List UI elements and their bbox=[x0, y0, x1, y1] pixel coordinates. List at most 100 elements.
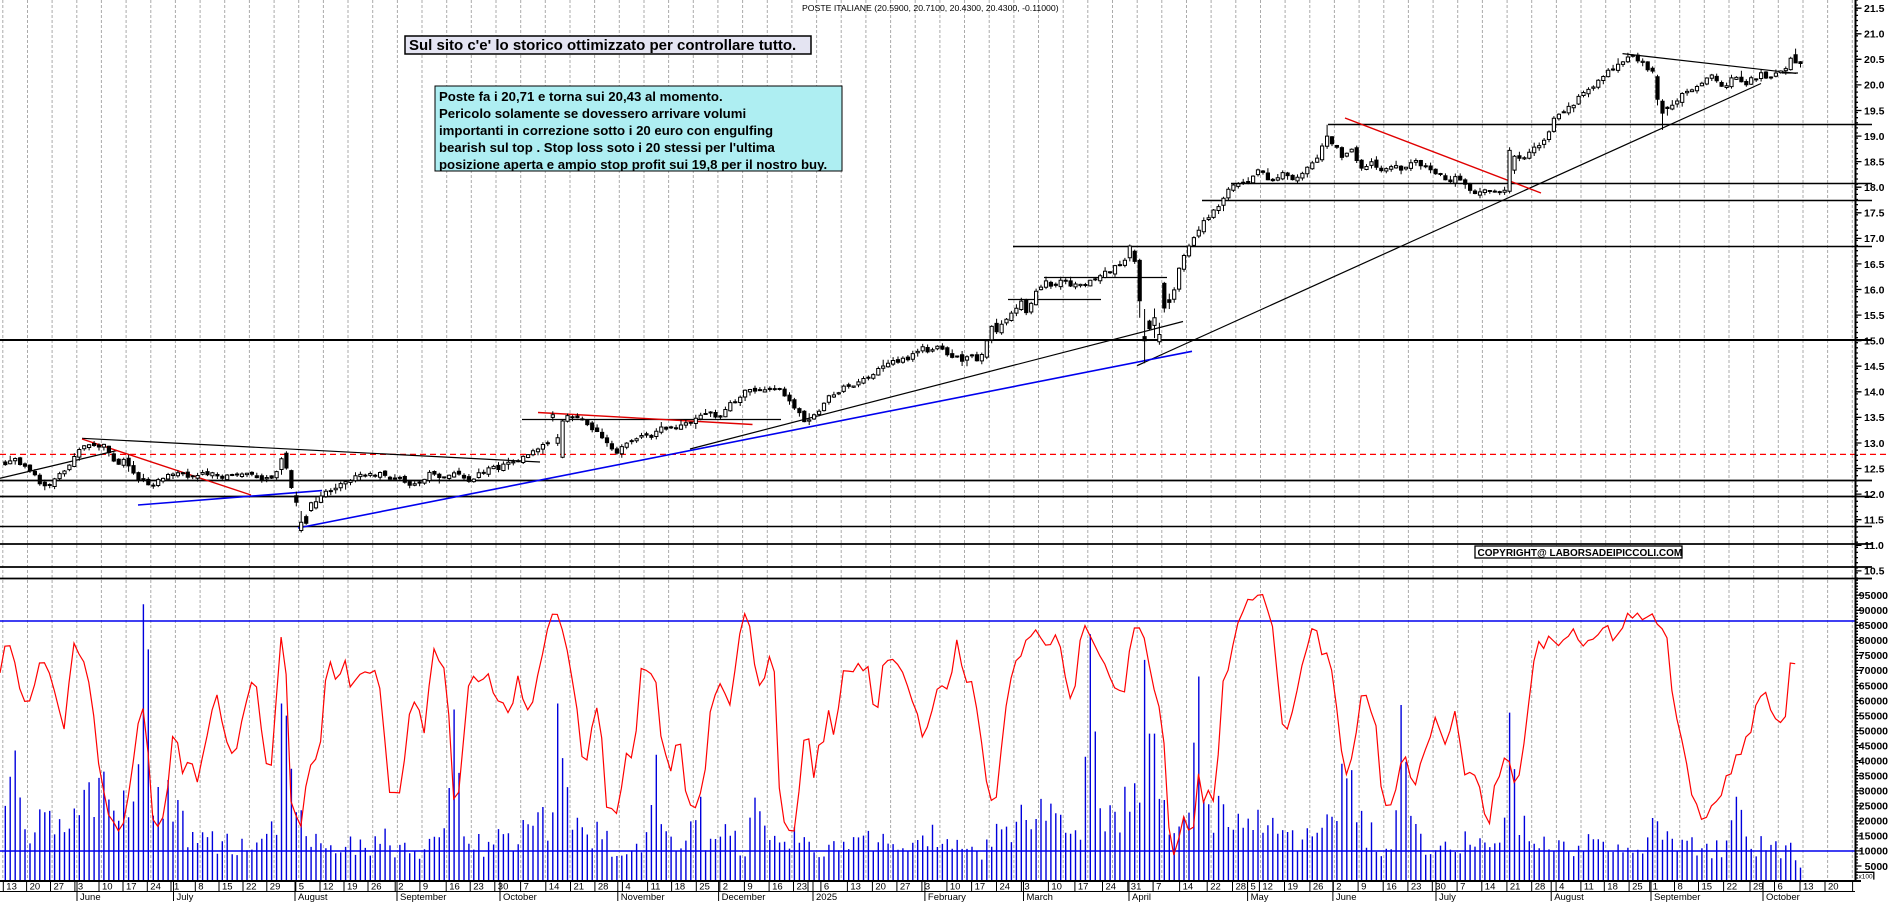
svg-text:15: 15 bbox=[222, 882, 233, 893]
svg-text:21.5: 21.5 bbox=[1864, 3, 1885, 15]
svg-text:July: July bbox=[177, 892, 194, 902]
svg-text:17: 17 bbox=[1078, 882, 1089, 893]
svg-text:9: 9 bbox=[423, 882, 428, 893]
svg-text:24: 24 bbox=[1000, 882, 1011, 893]
svg-text:19: 19 bbox=[347, 882, 358, 893]
svg-text:5: 5 bbox=[299, 882, 304, 893]
svg-text:21.0: 21.0 bbox=[1864, 29, 1885, 41]
svg-text:posizione aperta e ampio stop: posizione aperta e ampio stop profit sui… bbox=[439, 157, 827, 172]
svg-text:April: April bbox=[1132, 892, 1151, 902]
svg-text:9: 9 bbox=[1361, 882, 1366, 893]
svg-text:4: 4 bbox=[1559, 882, 1564, 893]
svg-text:11.5: 11.5 bbox=[1864, 515, 1884, 527]
svg-text:45000: 45000 bbox=[1859, 740, 1888, 752]
svg-text:December: December bbox=[722, 892, 766, 902]
svg-text:24: 24 bbox=[150, 882, 161, 893]
svg-text:13: 13 bbox=[6, 882, 17, 893]
svg-text:29: 29 bbox=[1753, 882, 1764, 893]
svg-text:30: 30 bbox=[1435, 882, 1446, 893]
svg-text:8: 8 bbox=[198, 882, 203, 893]
svg-text:13.0: 13.0 bbox=[1864, 438, 1885, 450]
svg-text:31: 31 bbox=[1131, 882, 1142, 893]
svg-text:POSTE ITALIANE (20.5900, 20.71: POSTE ITALIANE (20.5900, 20.7100, 20.430… bbox=[802, 3, 1059, 13]
svg-text:29: 29 bbox=[270, 882, 281, 893]
svg-text:19: 19 bbox=[1288, 882, 1299, 893]
svg-text:2025: 2025 bbox=[816, 892, 837, 902]
svg-text:30: 30 bbox=[498, 882, 509, 893]
svg-text:17: 17 bbox=[975, 882, 986, 893]
svg-text:14: 14 bbox=[1183, 882, 1194, 893]
svg-text:13: 13 bbox=[1803, 882, 1814, 893]
svg-text:12: 12 bbox=[1262, 882, 1273, 893]
svg-text:25000: 25000 bbox=[1859, 801, 1888, 813]
svg-text:18: 18 bbox=[675, 882, 686, 893]
svg-text:26: 26 bbox=[371, 882, 382, 893]
svg-text:85000: 85000 bbox=[1859, 620, 1888, 632]
svg-text:10000: 10000 bbox=[1859, 846, 1888, 858]
svg-text:11: 11 bbox=[1584, 882, 1594, 893]
svg-text:27: 27 bbox=[54, 882, 65, 893]
svg-text:June: June bbox=[80, 892, 101, 902]
svg-text:11.0: 11.0 bbox=[1864, 540, 1884, 552]
svg-text:10.5: 10.5 bbox=[1864, 566, 1885, 578]
svg-text:3: 3 bbox=[925, 882, 930, 893]
svg-text:27: 27 bbox=[900, 882, 911, 893]
svg-text:8: 8 bbox=[1678, 882, 1683, 893]
svg-text:June: June bbox=[1336, 892, 1357, 902]
svg-text:14: 14 bbox=[549, 882, 560, 893]
svg-text:1: 1 bbox=[1653, 882, 1658, 893]
svg-text:9: 9 bbox=[747, 882, 752, 893]
svg-text:50000: 50000 bbox=[1859, 725, 1888, 737]
svg-text:September: September bbox=[1654, 892, 1700, 902]
svg-text:August: August bbox=[1554, 892, 1584, 902]
svg-text:20: 20 bbox=[875, 882, 886, 893]
svg-text:August: August bbox=[298, 892, 328, 902]
svg-text:25: 25 bbox=[1632, 882, 1643, 893]
svg-text:16.0: 16.0 bbox=[1864, 284, 1885, 296]
svg-text:17.0: 17.0 bbox=[1864, 233, 1885, 245]
svg-text:20: 20 bbox=[1828, 882, 1839, 893]
svg-text:July: July bbox=[1439, 892, 1456, 902]
svg-text:15000: 15000 bbox=[1859, 831, 1888, 843]
svg-text:17.5: 17.5 bbox=[1864, 208, 1885, 220]
svg-text:16.5: 16.5 bbox=[1864, 259, 1885, 271]
svg-text:October: October bbox=[503, 892, 537, 902]
svg-text:12: 12 bbox=[323, 882, 334, 893]
svg-text:7: 7 bbox=[1460, 882, 1465, 893]
svg-text:15: 15 bbox=[1702, 882, 1713, 893]
svg-text:18.0: 18.0 bbox=[1864, 182, 1885, 194]
svg-text:90000: 90000 bbox=[1859, 605, 1888, 617]
svg-text:20.5: 20.5 bbox=[1864, 54, 1885, 66]
svg-text:COPYRIGHT@ LABORSADEIPICCOLI.C: COPYRIGHT@ LABORSADEIPICCOLI.COM bbox=[1478, 548, 1683, 559]
svg-text:13.5: 13.5 bbox=[1864, 412, 1885, 424]
svg-text:2: 2 bbox=[1336, 882, 1341, 893]
svg-text:21: 21 bbox=[1510, 882, 1521, 893]
svg-text:7: 7 bbox=[524, 882, 529, 893]
svg-text:28: 28 bbox=[1535, 882, 1546, 893]
svg-text:15.5: 15.5 bbox=[1864, 310, 1885, 322]
svg-text:importanti in correzione sotto: importanti in correzione sotto i 20 euro… bbox=[439, 123, 773, 138]
svg-text:75000: 75000 bbox=[1859, 650, 1888, 662]
svg-text:22: 22 bbox=[1210, 882, 1221, 893]
svg-text:20: 20 bbox=[30, 882, 41, 893]
svg-text:November: November bbox=[621, 892, 665, 902]
svg-text:65000: 65000 bbox=[1859, 680, 1888, 692]
svg-text:1: 1 bbox=[174, 882, 179, 893]
svg-text:23: 23 bbox=[1411, 882, 1422, 893]
svg-text:2: 2 bbox=[723, 882, 728, 893]
svg-text:70000: 70000 bbox=[1859, 665, 1888, 677]
svg-text:13: 13 bbox=[850, 882, 861, 893]
svg-text:35000: 35000 bbox=[1859, 771, 1888, 783]
svg-text:23: 23 bbox=[797, 882, 808, 893]
svg-text:19.5: 19.5 bbox=[1864, 105, 1885, 117]
svg-text:16: 16 bbox=[772, 882, 783, 893]
svg-text:18: 18 bbox=[1607, 882, 1618, 893]
svg-text:Poste fa i 20,71 e torna sui 2: Poste fa i 20,71 e torna sui 20,43 al mo… bbox=[439, 89, 723, 104]
svg-text:40000: 40000 bbox=[1859, 755, 1888, 767]
svg-text:14: 14 bbox=[1485, 882, 1496, 893]
svg-text:6: 6 bbox=[824, 882, 829, 893]
svg-text:16: 16 bbox=[1386, 882, 1397, 893]
svg-text:11: 11 bbox=[651, 882, 661, 893]
svg-text:3: 3 bbox=[1024, 882, 1029, 893]
svg-text:x100: x100 bbox=[1859, 874, 1873, 881]
